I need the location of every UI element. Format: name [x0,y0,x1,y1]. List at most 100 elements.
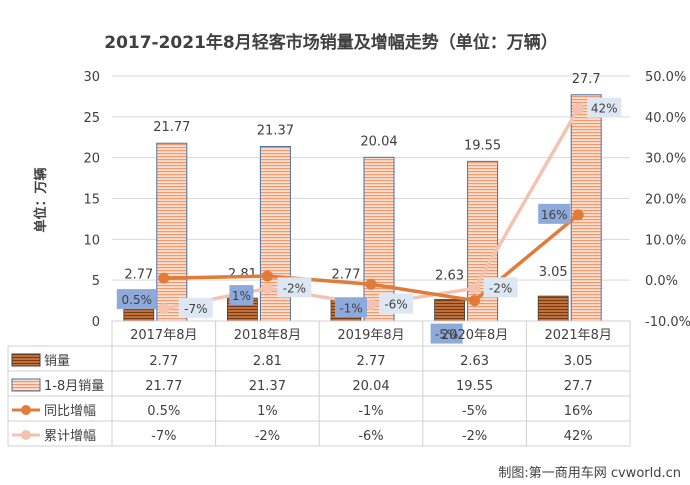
bar-data-labels: 2.77 21.77 2.81 21.37 2.77 20.04 2.63 19.55 3.05… [124,72,600,284]
cumulative-growth-point [365,299,377,311]
table-cell: 19.55 [456,379,493,394]
table-cell: -2% [462,429,487,444]
legend-key-bar [11,378,41,392]
yoy-label-box [335,297,367,318]
table-cell: 2.63 [460,354,489,369]
line-data-labels: 0.5% 1% -1% -5% 16% -7% -2% -6% -2% 42% [116,97,622,344]
bar-cumulative [156,142,188,322]
legend-key-bar [11,353,41,367]
bar-sales [434,299,466,322]
left-axis-ticks: 0 5 10 15 20 25 30 [83,70,100,330]
yoy-label: 16% [541,208,568,222]
category-label: 2021年8月 [545,328,612,343]
cumulative-growth-point [469,282,481,294]
right-tick-label: 50.0% [645,70,686,85]
table-cell: -5% [462,404,487,419]
left-tick-label: 15 [83,193,100,208]
yoy-growth-point [572,209,584,221]
table-cell: 20.04 [352,379,389,394]
left-tick-label: 0 [92,315,100,330]
bar-cumulative-label: 20.04 [360,134,397,149]
yoy-label: 0.5% [122,293,153,307]
cumulative-label: -7% [184,302,207,316]
legend-key-marker [21,430,31,440]
chart-title: 2017-2021年8月轻客市场销量及增幅走势（单位：万辆） [104,32,558,53]
category-label: 2018年8月 [234,328,301,343]
table-cell: -1% [358,404,383,419]
table-cell: -7% [151,429,176,444]
yoy-label-box [116,289,157,310]
bar-cumulative-label: 21.77 [153,120,190,135]
cumulative-label: 42% [591,102,618,116]
left-tick-label: 30 [83,70,100,85]
bar-cumulative-label: 21.37 [257,123,294,138]
cumulative-label-box [379,293,413,314]
table-cell: 0.5% [147,404,180,419]
cumulative-growth-point [261,282,273,294]
bar-sales-label: 2.81 [228,267,257,282]
cumulative-label: -2% [283,281,306,295]
y-axis-label: 单位：万辆 [33,167,49,232]
table-cell: 2.77 [149,354,178,369]
yoy-growth-point [261,270,273,282]
cumulative-growth-point [158,303,170,315]
table-cell: 21.77 [145,379,182,394]
legend-key-marker [21,405,31,415]
cumulative-label-box [483,277,518,298]
right-tick-label: -10.0% [645,315,690,330]
yoy-growth-point [469,295,481,307]
yoy-label: -5% [435,328,458,342]
yoy-growth-point [365,278,377,290]
category-label: 2017年8月 [130,328,197,343]
yoy-label-box [229,285,254,306]
cumulative-growth-point [572,103,584,115]
table-cell: 27.7 [564,379,593,394]
table-cell: 16% [564,404,593,419]
legend-label: 1-8月销量 [44,379,104,394]
yoy-label-box [538,203,571,224]
table-cell: 2.77 [357,354,386,369]
bar-series [123,94,602,322]
bar-cumulative-label: 19.55 [464,138,501,153]
right-tick-label: 10.0% [645,233,686,248]
footer-credit: 制图:第一商用车网 cvworld.cn [498,465,681,481]
right-tick-label: 0.0% [645,274,678,289]
category-label: 2019年8月 [337,328,404,343]
bar-cumulative [570,94,602,322]
left-tick-label: 10 [83,233,100,248]
yoy-label: 1% [232,289,251,303]
table-cell: -2% [255,429,280,444]
right-axis-ticks: -10.0% 0.0% 10.0% 20.0% 30.0% 40.0% 50.0% [645,70,690,330]
bar-sales [537,295,569,322]
cumulative-label-box [277,277,312,298]
legend-label: 同比增幅 [44,404,96,419]
right-tick-label: 40.0% [645,111,686,126]
right-tick-label: 30.0% [645,152,686,167]
legend-label: 销量 [44,354,70,369]
right-tick-label: 20.0% [645,193,686,208]
table-cell: 3.05 [564,354,593,369]
bar-sales-label: 2.77 [124,267,153,282]
cumulative-label-box [587,97,622,118]
left-tick-label: 25 [83,111,100,126]
yoy-label-box [430,323,463,344]
bar-sales-label: 2.63 [435,269,464,284]
left-tick-label: 20 [83,152,100,167]
table-cell: 2.81 [253,354,282,369]
bar-cumulative-label: 27.7 [572,72,601,87]
table-cell: 42% [564,429,593,444]
bar-sales-label: 3.05 [539,265,568,280]
category-label: 2020年8月 [441,328,508,343]
cumulative-label: -6% [384,298,407,312]
table-cell: 1% [257,404,278,419]
cumulative-label-box [178,297,213,318]
bar-sales-label: 2.77 [332,267,361,282]
table-cell: -6% [358,429,383,444]
legend-label: 累计增幅 [44,429,96,444]
yoy-growth-point [158,272,170,284]
left-tick-label: 5 [92,274,100,289]
cumulative-label: -2% [489,281,512,295]
table-cell: 21.37 [249,379,286,394]
